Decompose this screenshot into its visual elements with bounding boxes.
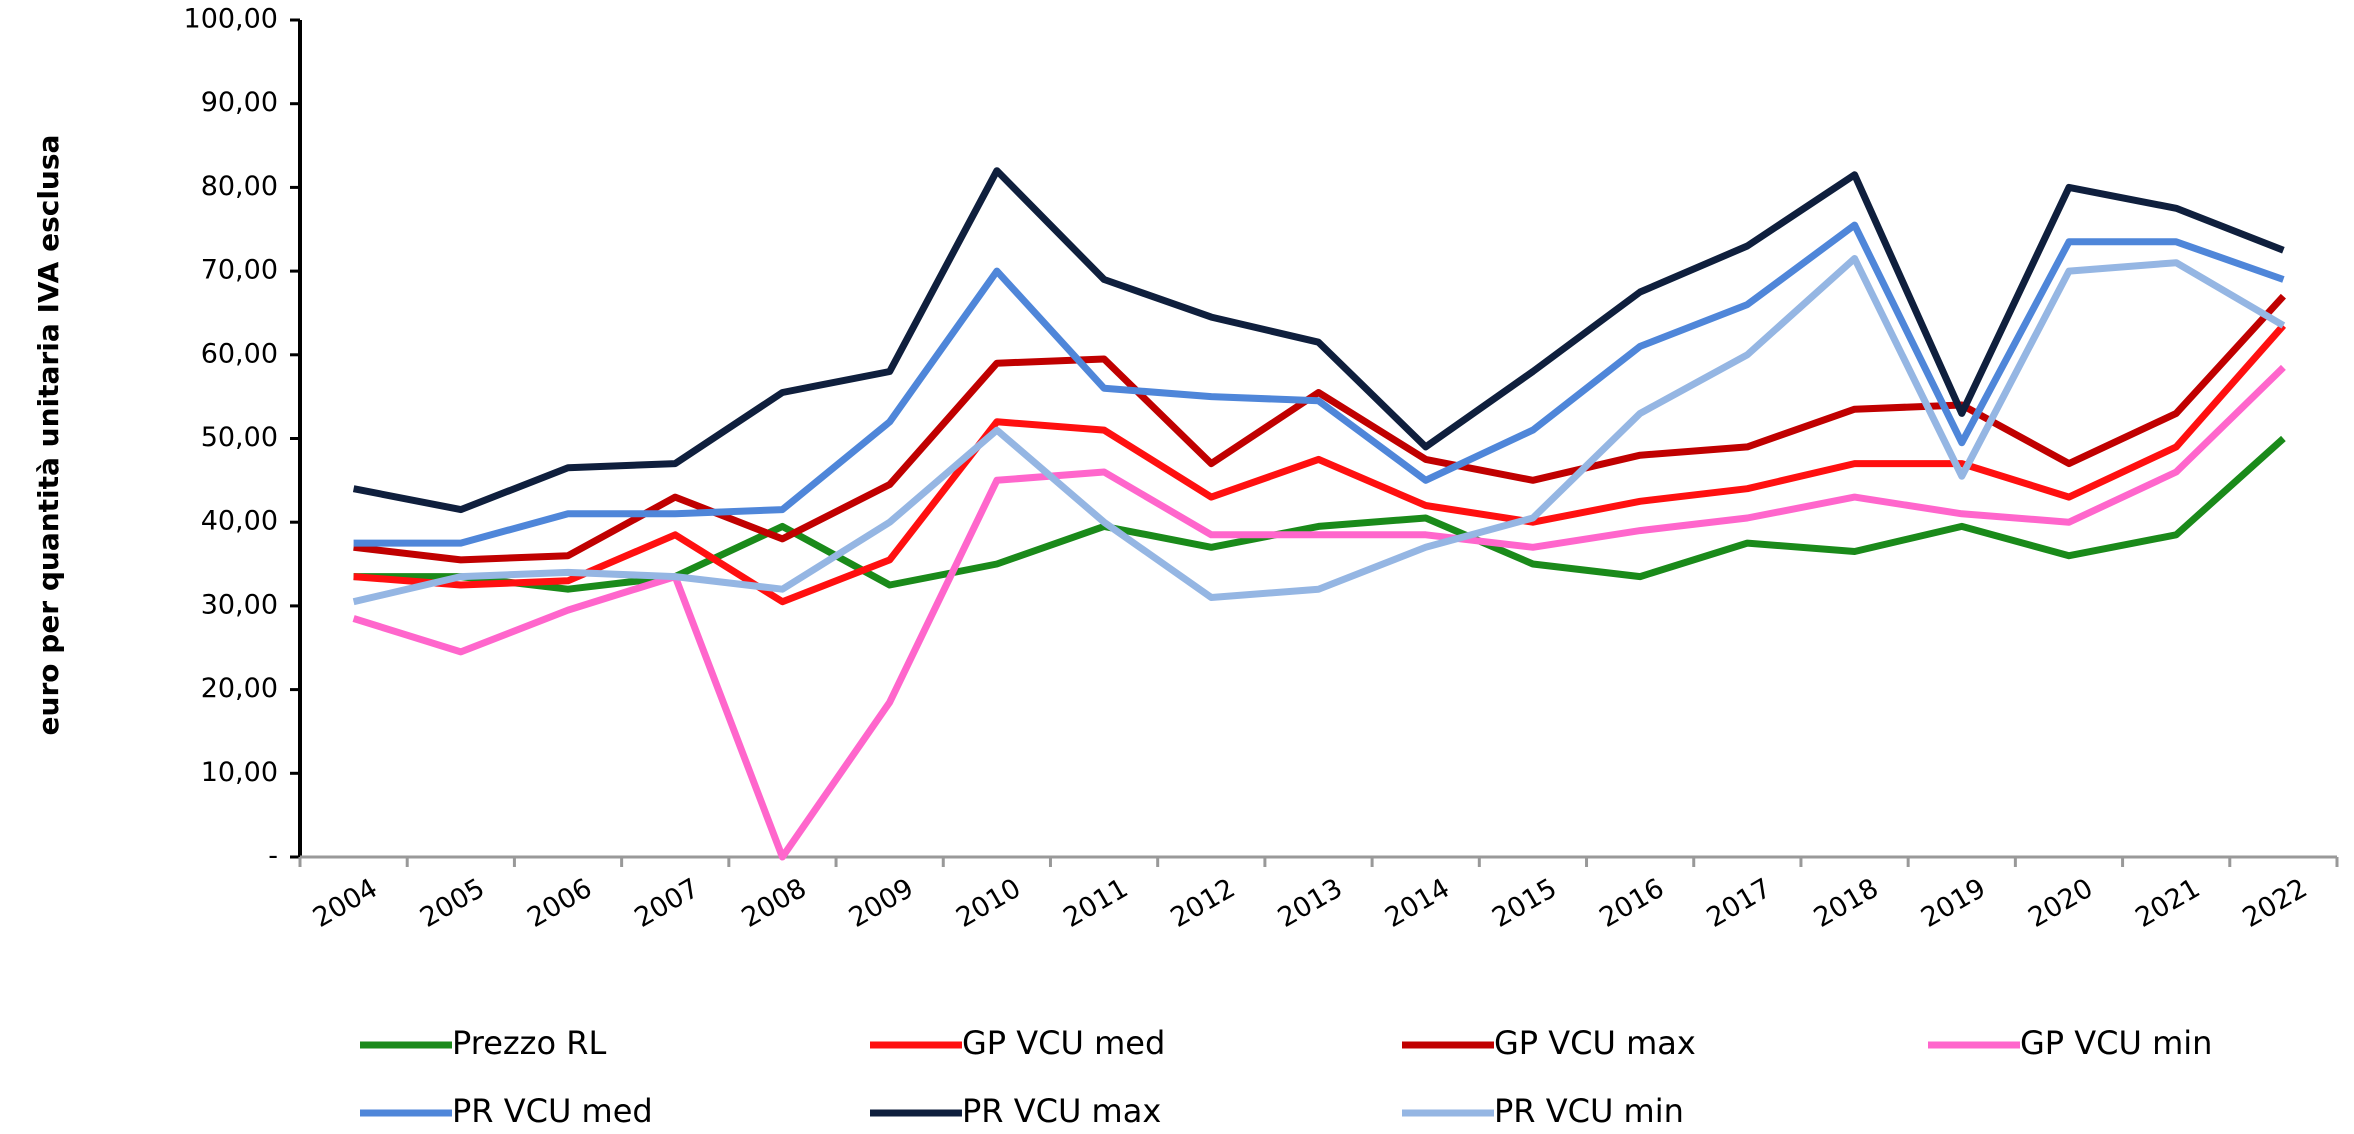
- x-tick-label: 2014: [1380, 873, 1455, 934]
- x-tick-label: 2006: [522, 873, 597, 934]
- x-tick-label: 2019: [1916, 873, 1991, 934]
- legend-label: GP VCU med: [962, 1024, 1165, 1062]
- y-axis-title: euro per quantità unitaria IVA esclusa: [32, 135, 65, 736]
- x-tick-label: 2015: [1487, 873, 1562, 934]
- x-tick-label: 2020: [2023, 873, 2098, 934]
- y-tick-label: 10,00: [201, 757, 278, 788]
- series-line: [352, 364, 2286, 861]
- y-tick-label: 40,00: [201, 506, 278, 537]
- x-tick-label: 2009: [844, 873, 919, 934]
- legend-label: PR VCU min: [1494, 1092, 1684, 1130]
- series-line: [353, 293, 2286, 564]
- series-line: [353, 323, 2287, 606]
- x-tick-label: 2016: [1594, 873, 1669, 934]
- x-tick-label: 2007: [629, 873, 704, 934]
- series-line: [352, 255, 2286, 606]
- y-tick-label: 30,00: [201, 589, 278, 620]
- x-tick-label: 2004: [308, 873, 383, 934]
- legend-label: PR VCU max: [962, 1092, 1161, 1130]
- y-tick-label: 90,00: [201, 87, 278, 118]
- legend-label: GP VCU max: [1494, 1024, 1696, 1062]
- x-tick-label: 2008: [737, 873, 812, 934]
- series-line: [353, 221, 2285, 547]
- y-tick-label: 20,00: [201, 673, 278, 704]
- x-tick-label: 2012: [1166, 873, 1241, 934]
- y-tick-label: 70,00: [201, 255, 278, 286]
- x-tick-label: 2011: [1058, 873, 1133, 934]
- legend-label: Prezzo RL: [452, 1024, 606, 1062]
- legend-label: GP VCU min: [2020, 1024, 2212, 1062]
- x-tick-label: 2018: [1809, 873, 1884, 934]
- y-tick-label: 60,00: [201, 338, 278, 369]
- x-tick-label: 2005: [415, 873, 490, 934]
- y-tick-label: 100,00: [184, 4, 278, 35]
- x-tick-label: 2021: [2130, 873, 2205, 934]
- x-tick-label: 2013: [1273, 873, 1348, 934]
- y-tick-label: 80,00: [201, 171, 278, 202]
- x-tick-label: 2022: [2238, 873, 2313, 934]
- y-tick-label: 50,00: [201, 422, 278, 453]
- legend-label: PR VCU med: [452, 1092, 653, 1130]
- y-tick-label: -: [268, 841, 278, 872]
- series-line: [352, 167, 2285, 514]
- x-tick-label: 2010: [951, 873, 1026, 934]
- x-tick-label: 2017: [1702, 873, 1777, 934]
